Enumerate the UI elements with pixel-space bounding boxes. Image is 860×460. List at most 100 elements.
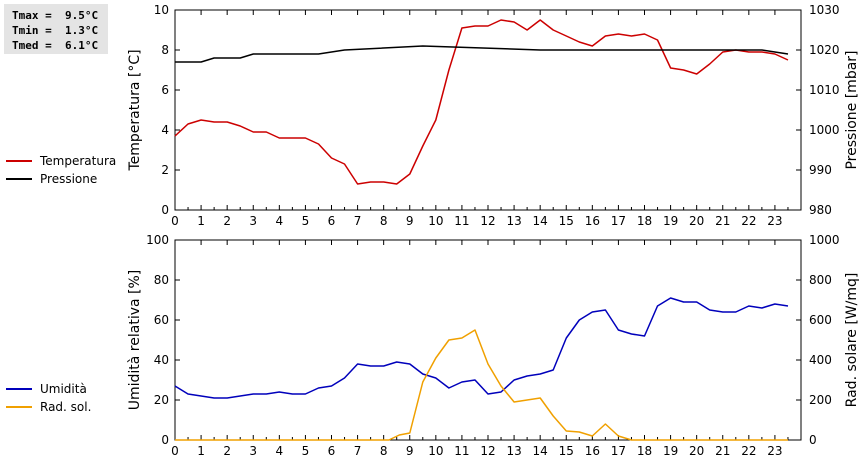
y2-tick-label: 990 (809, 163, 832, 177)
x-tick-label: 19 (663, 444, 678, 458)
legend-label-umidita: Umidità (40, 382, 87, 396)
x-tick-label: 8 (380, 214, 388, 228)
legend-top: Temperatura Pressione (6, 152, 116, 188)
x-tick-label: 6 (328, 214, 336, 228)
legend-swatch-pressione (6, 178, 32, 180)
legend-item-rad-sol: Rad. sol. (6, 398, 91, 416)
y-tick-label: 40 (154, 353, 169, 367)
x-tick-label: 20 (689, 214, 704, 228)
x-tick-label: 16 (585, 214, 600, 228)
series-line-rad-sol (175, 329, 788, 441)
y2-tick-label: 1000 (809, 123, 840, 137)
x-tick-label: 12 (480, 444, 495, 458)
series-line-umidit (174, 297, 789, 399)
legend-bottom: Umidità Rad. sol. (6, 380, 91, 416)
x-tick-label: 18 (637, 214, 652, 228)
x-tick-label: 2 (223, 214, 231, 228)
y-tick-label: 80 (154, 273, 169, 287)
legend-swatch-umidita (6, 388, 32, 390)
x-tick-label: 8 (380, 444, 388, 458)
x-tick-label: 9 (406, 214, 414, 228)
y-tick-label: 4 (161, 123, 169, 137)
legend-label-temperatura: Temperatura (40, 154, 117, 168)
y-tick-label: 60 (154, 313, 169, 327)
x-tick-label: 16 (585, 444, 600, 458)
x-tick-label: 18 (637, 444, 652, 458)
x-tick-label: 14 (533, 444, 548, 458)
x-tick-label: 10 (428, 214, 443, 228)
y-tick-label: 10 (154, 3, 169, 17)
x-tick-label: 3 (249, 444, 257, 458)
y-tick-label: 6 (161, 83, 169, 97)
y-axis-label: Umidità relativa [%] (127, 270, 143, 411)
y2-tick-label: 1010 (809, 83, 840, 97)
x-tick-label: 21 (715, 444, 730, 458)
y-tick-label: 0 (161, 433, 169, 447)
plot-frame (174, 239, 802, 441)
legend-label-pressione: Pressione (40, 172, 98, 186)
y2-tick-label: 980 (809, 203, 832, 217)
x-tick-label: 13 (506, 444, 521, 458)
x-tick-label: 7 (354, 214, 362, 228)
y2-tick-label: 800 (809, 273, 832, 287)
x-tick-label: 21 (715, 214, 730, 228)
legend-item-umidita: Umidità (6, 380, 91, 398)
x-tick-label: 5 (302, 444, 310, 458)
x-tick-label: 15 (559, 444, 574, 458)
y2-tick-label: 600 (809, 313, 832, 327)
y2-axis-label: Rad. solare [W/mq] (844, 273, 860, 408)
x-tick-label: 23 (767, 444, 782, 458)
humidity-radiation-chart: 0 1 2 3 4 5 6 7 8 9 10 11 12 13 14 15 16 17 18 19 20 21 22 2302… (127, 233, 860, 458)
x-tick-label: 7 (354, 444, 362, 458)
y2-tick-label: 1020 (809, 43, 840, 57)
x-tick-label: 2 (223, 444, 231, 458)
y2-tick-label: 1000 (809, 233, 840, 247)
y-tick-label: 100 (146, 233, 169, 247)
x-tick-label: 4 (276, 214, 284, 228)
x-tick-label: 0 (171, 444, 179, 458)
x-tick-label: 19 (663, 214, 678, 228)
y-tick-label: 2 (161, 163, 169, 177)
y-tick-label: 20 (154, 393, 169, 407)
x-tick-label: 15 (559, 214, 574, 228)
y-axis-label: Temperatura [°C] (127, 49, 143, 171)
temperature-stats-box: Tmax = 9.5°C Tmin = 1.3°C Tmed = 6.1°C (4, 4, 108, 54)
x-tick-label: 22 (741, 214, 756, 228)
tmax-text: Tmax = 9.5°C (12, 9, 99, 22)
y2-tick-label: 400 (809, 353, 832, 367)
x-tick-label: 10 (428, 444, 443, 458)
x-tick-label: 11 (454, 444, 469, 458)
x-tick-label: 12 (480, 214, 495, 228)
legend-label-rad-sol: Rad. sol. (40, 400, 92, 414)
x-tick-label: 0 (171, 214, 179, 228)
y2-tick-label: 0 (809, 433, 817, 447)
series-line-pressione (175, 45, 789, 63)
x-tick-label: 23 (767, 214, 782, 228)
x-tick-label: 5 (302, 214, 310, 228)
x-tick-label: 3 (249, 214, 257, 228)
tmin-text: Tmin = 1.3°C (12, 24, 99, 37)
legend-item-pressione: Pressione (6, 170, 116, 188)
x-tick-label: 22 (741, 444, 756, 458)
legend-swatch-rad-sol (6, 406, 32, 408)
tmed-text: Tmed = 6.1°C (12, 39, 99, 52)
x-tick-label: 17 (611, 444, 626, 458)
x-tick-label: 14 (533, 214, 548, 228)
legend-item-temperatura: Temperatura (6, 152, 116, 170)
x-tick-label: 6 (328, 444, 336, 458)
plot-frame (174, 9, 802, 211)
y2-tick-label: 1030 (809, 3, 840, 17)
series-line-temperatura (174, 19, 789, 185)
y2-axis-label: Pressione [mbar] (844, 50, 860, 169)
x-tick-label: 13 (506, 214, 521, 228)
temperature-pressure-chart: 0 1 2 3 4 5 6 7 8 9 10 11 12 13 14 15 16 17 18 19 20 21 22 2302… (127, 3, 860, 228)
y-tick-label: 0 (161, 203, 169, 217)
x-tick-label: 9 (406, 444, 414, 458)
y2-tick-label: 200 (809, 393, 832, 407)
x-tick-label: 4 (276, 444, 284, 458)
legend-swatch-temperatura (6, 160, 32, 162)
x-tick-label: 17 (611, 214, 626, 228)
x-tick-label: 11 (454, 214, 469, 228)
y-tick-label: 8 (161, 43, 169, 57)
